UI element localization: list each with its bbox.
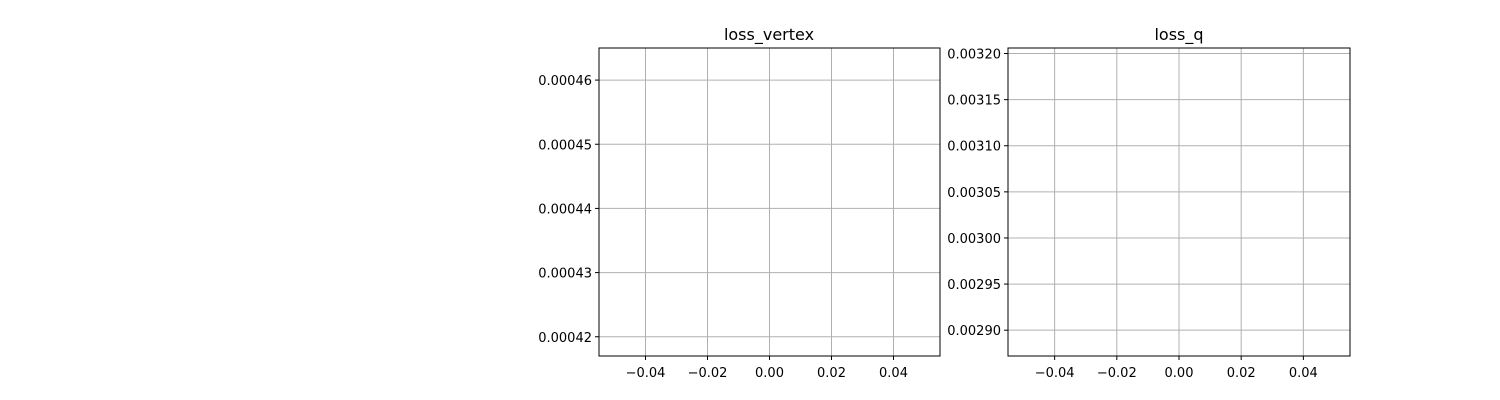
- x-tick-label: 0.00: [1165, 366, 1194, 381]
- y-tick-label: 0.00045: [538, 138, 592, 153]
- y-tick-label: 0.00044: [538, 202, 592, 217]
- grid-lines: [1008, 48, 1350, 356]
- y-tick-label: 0.00310: [947, 140, 1001, 155]
- x-tick-label: 0.04: [879, 366, 908, 381]
- y-tick-label: 0.00320: [947, 48, 1001, 63]
- x-tick-label: 0.02: [817, 366, 846, 381]
- x-tick-label: −0.04: [1035, 366, 1075, 381]
- subplot-loss-q: loss_q −0.04 −0.02 0.00 0.02 0.04 0.00290 0.00…: [947, 25, 1351, 381]
- y-tick-label: 0.00043: [538, 267, 592, 282]
- y-tick-label: 0.00042: [538, 331, 592, 346]
- chart-title: loss_vertex: [724, 25, 814, 45]
- axis-ticks: −0.04 −0.02 0.00 0.02 0.04 0.00290 0.00295 0.00…: [947, 48, 1318, 381]
- y-tick-label: 0.00305: [947, 186, 1001, 201]
- y-tick-label: 0.00300: [947, 232, 1001, 247]
- plot-frame: [598, 47, 941, 357]
- x-tick-label: −0.02: [1097, 366, 1137, 381]
- chart-title: loss_q: [1154, 25, 1203, 45]
- y-tick-label: 0.00315: [947, 94, 1001, 109]
- y-tick-label: 0.00295: [947, 278, 1001, 293]
- axis-ticks: −0.04 −0.02 0.00 0.02 0.04 0.00042 0.00043 0.00…: [538, 74, 908, 381]
- grid-lines: [599, 48, 940, 356]
- y-tick-label: 0.00046: [538, 74, 592, 89]
- x-tick-label: 0.00: [755, 366, 784, 381]
- x-tick-label: 0.04: [1289, 366, 1318, 381]
- plot-frame: [1007, 47, 1351, 357]
- x-tick-label: −0.02: [688, 366, 728, 381]
- x-tick-label: 0.02: [1227, 366, 1256, 381]
- subplot-loss-vertex: loss_vertex −0.04 −0.02 0.00 0.02 0.04 0.0004…: [538, 25, 941, 381]
- x-tick-label: −0.04: [626, 366, 666, 381]
- y-tick-label: 0.00290: [947, 324, 1001, 339]
